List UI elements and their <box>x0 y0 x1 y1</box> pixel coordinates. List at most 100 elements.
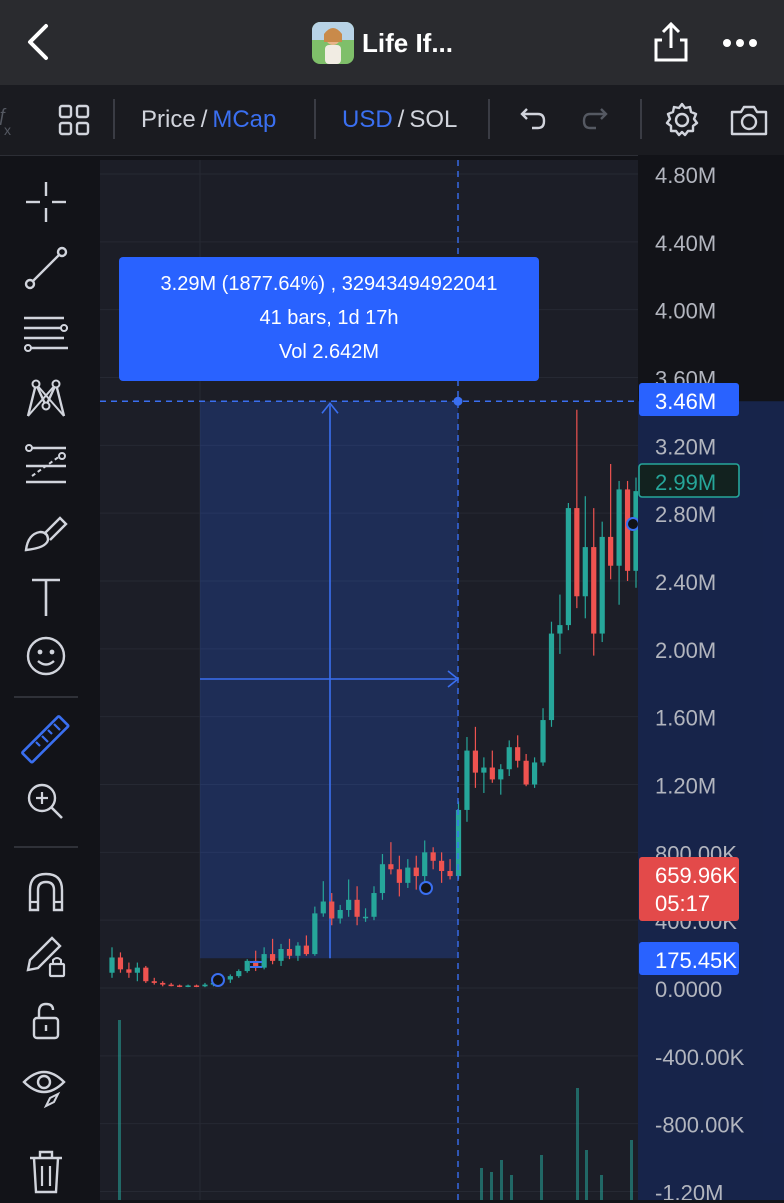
last-price-badge-text: 659.96K <box>655 863 737 888</box>
unlock-icon <box>32 1002 60 1040</box>
range-low-badge-text: 175.45K <box>655 948 737 973</box>
more-icon <box>723 39 757 47</box>
last-price-badge-text: 05:17 <box>655 891 710 916</box>
share-icon <box>654 21 688 62</box>
fib-tool[interactable] <box>20 308 72 360</box>
toolbar-divider <box>640 99 642 139</box>
redo-icon <box>582 108 608 130</box>
screenshot-button[interactable] <box>729 99 769 141</box>
magnet-tool[interactable] <box>20 866 72 918</box>
share-button[interactable] <box>652 20 690 64</box>
ma-price-badge-bg <box>638 463 740 498</box>
token-avatar <box>312 22 354 64</box>
zoom-in-icon <box>27 783 63 819</box>
price-tick-label: 4.00M <box>655 299 716 324</box>
more-button[interactable] <box>722 36 758 50</box>
separator-slash: / <box>397 106 405 133</box>
eye-icon <box>22 1070 66 1109</box>
text-tool[interactable] <box>20 572 72 624</box>
last-price-badge-bg <box>639 857 739 921</box>
crosshair-price-badge-bg <box>639 383 739 416</box>
crosshair-price-badge-text: 3.46M <box>655 389 716 414</box>
measure-tooltip: 3.29M (1877.64%) , 32943494922041 41 bar… <box>119 257 539 381</box>
crosshair-price-badge: 3.46M <box>639 383 739 416</box>
ruler-tool[interactable] <box>20 714 72 766</box>
unlock-tool[interactable] <box>20 996 72 1048</box>
usd-option[interactable]: USD <box>342 106 393 133</box>
price-tick-label: 1.20M <box>655 774 716 799</box>
formula-icon: ƒx <box>0 105 11 138</box>
trend-line-tool[interactable] <box>20 242 72 294</box>
range-low-badge-bg <box>639 942 739 975</box>
price-tick-label: 2.40M <box>655 570 716 595</box>
settings-button[interactable] <box>663 99 701 141</box>
undo-button[interactable] <box>514 99 546 141</box>
page-title: Life If... <box>362 27 453 58</box>
price-tick-label: -400.00K <box>655 1045 745 1070</box>
price-tick-label: 4.40M <box>655 231 716 256</box>
separator-slash: / <box>200 106 208 133</box>
layout-button[interactable] <box>58 99 90 141</box>
price-option[interactable]: Price <box>141 106 196 133</box>
pattern-tool[interactable] <box>20 374 72 426</box>
last-price-badge: 659.96K 05:17 <box>639 857 739 921</box>
visibility-tool[interactable] <box>20 1060 72 1112</box>
price-axis[interactable]: 4.80M4.40M4.00M3.60M3.20M2.80M2.40M2.00M… <box>638 155 784 1200</box>
emoji-tool[interactable] <box>20 630 72 682</box>
brush-tool[interactable] <box>20 506 72 558</box>
chevron-left-icon <box>28 24 48 60</box>
price-tick-label: -1.20M <box>655 1181 723 1201</box>
pattern-icon <box>26 379 66 417</box>
sidebar-divider <box>14 696 78 698</box>
measure-bars: 41 bars, 1d 17h <box>259 307 399 329</box>
price-tick-label: 4.80M <box>655 163 716 188</box>
undo-icon <box>520 108 546 130</box>
text-icon <box>32 578 60 616</box>
range-low-badge: 175.45K <box>639 942 739 975</box>
prediction-tool[interactable] <box>20 440 72 492</box>
gear-icon <box>665 102 699 137</box>
drawing-tools-sidebar <box>0 156 94 1200</box>
back-button[interactable] <box>20 22 56 62</box>
magnet-icon <box>28 872 64 912</box>
price-axis-background <box>638 155 784 1200</box>
ma-price-badge-text: 2.99M <box>655 470 716 495</box>
toolbar-divider <box>113 99 115 139</box>
camera-icon <box>730 105 768 136</box>
crosshair-icon <box>26 182 66 222</box>
crosshair-tool[interactable] <box>20 176 72 228</box>
ruler-icon <box>21 715 70 764</box>
prediction-icon <box>25 444 66 484</box>
price-tick-label: 3.20M <box>655 434 716 459</box>
svg-text:x: x <box>4 122 11 138</box>
sol-option[interactable]: SOL <box>409 106 458 133</box>
pencil-lock-icon <box>26 936 66 978</box>
sidebar-divider <box>14 846 78 848</box>
measure-change: 3.29M (1877.64%) , 32943494922041 <box>160 273 498 295</box>
trend-line-icon <box>24 246 68 290</box>
toolbar-divider <box>314 99 316 139</box>
trash-icon <box>30 1150 62 1194</box>
lock-drawing-tool[interactable] <box>20 930 72 982</box>
grid-layout-icon <box>58 104 90 136</box>
price-tick-label: -800.00K <box>655 1113 745 1138</box>
price-mcap-toggle[interactable]: Price / MCap <box>141 99 276 141</box>
redo-button[interactable] <box>582 99 614 141</box>
ma-price-badge: 2.99M <box>638 463 740 498</box>
measure-axis-highlight <box>638 401 784 1200</box>
price-tick-label: 2.00M <box>655 638 716 663</box>
brush-icon <box>24 516 68 552</box>
zoom-tool[interactable] <box>20 776 72 828</box>
price-tick-label: 0.0000 <box>655 977 722 1002</box>
currency-toggle[interactable]: USD / SOL <box>342 99 457 141</box>
app-header: Life If... <box>0 0 784 85</box>
price-tick-label: 1.60M <box>655 706 716 731</box>
svg-text:ƒ: ƒ <box>0 105 8 125</box>
mcap-option[interactable]: MCap <box>212 106 277 133</box>
delete-tool[interactable] <box>20 1146 72 1198</box>
toolbar-divider <box>488 99 490 139</box>
fib-icon <box>24 316 68 352</box>
token-title[interactable]: Life If... <box>312 20 453 66</box>
